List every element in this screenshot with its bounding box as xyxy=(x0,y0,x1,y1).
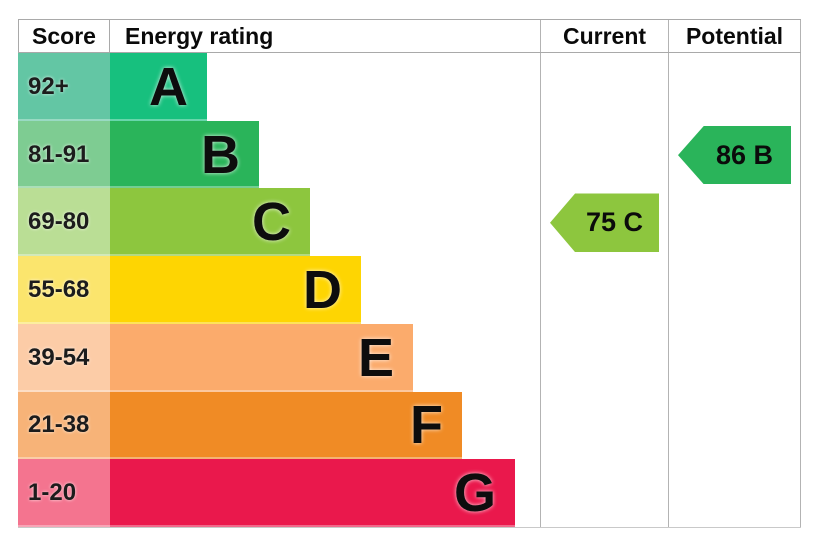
energy-rating-header-label: Energy rating xyxy=(125,22,274,49)
band-bar-c: C xyxy=(110,188,310,257)
energy-rating-cell: F xyxy=(110,391,540,460)
potential-rating-arrow: 86 B xyxy=(678,125,791,185)
band-row-g: 1-20 G xyxy=(18,459,801,528)
band-letter: C xyxy=(252,192,291,253)
band-letter: D xyxy=(303,260,342,321)
potential-cell xyxy=(668,188,801,257)
energy-rating-cell: B xyxy=(110,120,540,189)
current-header-cell: Current xyxy=(540,20,668,52)
energy-rating-cell: E xyxy=(110,323,540,392)
band-row-b: 81-91 B 86 B xyxy=(18,120,801,189)
current-cell xyxy=(540,53,668,121)
band-row-e: 39-54 E xyxy=(18,323,801,392)
band-letter: B xyxy=(201,124,240,185)
score-header-cell: Score xyxy=(18,20,110,52)
header-row: Score Energy rating Current Potential xyxy=(18,19,801,53)
current-header-label: Current xyxy=(562,22,647,49)
band-letter: A xyxy=(149,56,188,117)
score-range-cell: 92+ xyxy=(18,53,110,121)
energy-rating-cell: D xyxy=(110,256,540,324)
potential-cell xyxy=(668,256,801,324)
energy-rating-header-cell: Energy rating xyxy=(110,20,540,52)
epc-table: Score Energy rating Current Potential 92… xyxy=(18,19,801,528)
energy-rating-cell: A xyxy=(110,53,540,121)
band-bar-f: F xyxy=(110,391,462,460)
current-cell: 75 C xyxy=(540,188,668,257)
current-cell xyxy=(540,323,668,392)
potential-header-label: Potential xyxy=(685,22,784,49)
band-row-a: 92+ A xyxy=(18,53,801,121)
potential-header-cell: Potential xyxy=(668,20,801,52)
energy-rating-cell: G xyxy=(110,459,540,528)
energy-rating-cell: C xyxy=(110,188,540,257)
potential-cell xyxy=(668,459,801,528)
band-row-f: 21-38 F xyxy=(18,391,801,460)
band-row-d: 55-68 D xyxy=(18,256,801,324)
score-header-label: Score xyxy=(32,22,96,49)
current-cell xyxy=(540,120,668,189)
score-range-cell: 81-91 xyxy=(18,120,110,189)
band-bar-a: A xyxy=(110,53,207,121)
current-cell xyxy=(540,256,668,324)
potential-cell xyxy=(668,391,801,460)
current-cell xyxy=(540,459,668,528)
band-letter: F xyxy=(410,395,443,456)
score-range-cell: 21-38 xyxy=(18,391,110,460)
score-range-cell: 69-80 xyxy=(18,188,110,257)
band-bar-b: B xyxy=(110,120,259,189)
score-range-cell: 39-54 xyxy=(18,323,110,392)
chart-body: 92+ A 81-91 B 86 B 69-80 C 75 C 55-68 D 39-54 E 21-3… xyxy=(18,53,801,528)
band-letter: G xyxy=(453,463,496,524)
current-rating-arrow: 75 C xyxy=(550,193,659,253)
band-letter: E xyxy=(357,327,394,388)
band-bar-g: G xyxy=(110,459,515,528)
score-range-cell: 55-68 xyxy=(18,256,110,324)
band-bar-d: D xyxy=(110,256,361,324)
potential-cell xyxy=(668,53,801,121)
band-row-c: 69-80 C 75 C xyxy=(18,188,801,257)
score-range-cell: 1-20 xyxy=(18,459,110,528)
potential-cell: 86 B xyxy=(668,120,801,189)
current-cell xyxy=(540,391,668,460)
band-bar-e: E xyxy=(110,323,413,392)
potential-cell xyxy=(668,323,801,392)
